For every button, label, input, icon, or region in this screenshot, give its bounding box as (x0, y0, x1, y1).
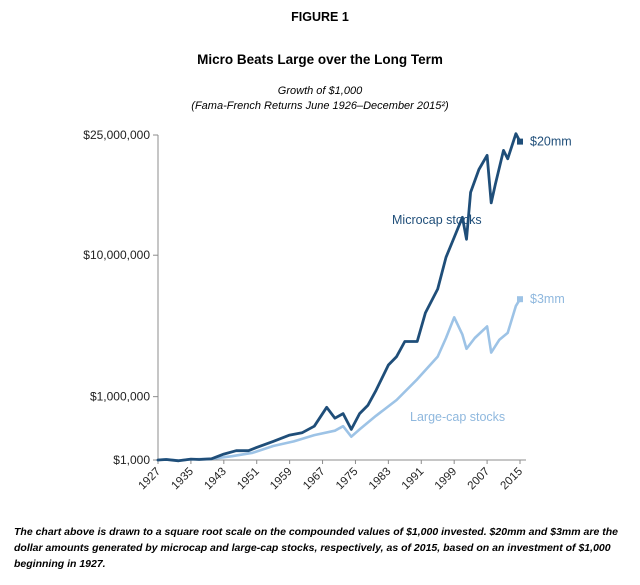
x-tick-label: 1935 (169, 466, 196, 493)
x-tick-label: 2007 (466, 466, 493, 493)
x-axis-ticks: 1927 1935 1943 1951 1959 1967 1975 1983 1991 1999… (137, 460, 526, 493)
microcap-series-name: Microcap stocks (392, 213, 482, 227)
microcap-series-line (156, 132, 522, 463)
chart-subtitle-source: (Fama-French Returns June 1926–December … (191, 100, 449, 112)
figure-label: FIGURE 1 (291, 10, 349, 24)
largecap-series-name: Large-cap stocks (410, 410, 505, 424)
y-tick-label: $1,000,000 (90, 390, 150, 404)
largecap-series-line (156, 297, 522, 462)
y-tick-label: $25,000,000 (83, 128, 150, 142)
footnote: The chart above is drawn to a square roo… (14, 526, 618, 570)
chart-axes (157, 135, 526, 461)
x-tick-label: 2015 (499, 466, 526, 493)
x-tick-label: 1983 (367, 466, 394, 493)
x-tick-label: 1999 (433, 466, 460, 493)
chart-subtitle: Growth of $1,000 (277, 85, 363, 97)
x-tick-label: 1975 (334, 466, 361, 493)
y-axis-ticks: $1,000 $1,000,000 $10,000,000 $25,000,000 (83, 128, 158, 467)
microcap-end-label: $20mm (530, 135, 572, 149)
series-lines (156, 132, 523, 463)
microcap-end-marker (517, 138, 523, 145)
x-tick-label: 1943 (202, 466, 229, 493)
growth-chart: $1,000 $1,000,000 $10,000,000 $25,000,000 1… (83, 128, 572, 493)
largecap-end-label: $3mm (530, 292, 565, 306)
x-tick-label: 1991 (400, 466, 427, 493)
y-tick-label: $10,000,000 (83, 248, 150, 262)
series-labels: $3mm $20mm Microcap stocks Large-cap stocks (392, 135, 572, 424)
x-tick-label: 1967 (301, 466, 328, 493)
chart-title: Micro Beats Large over the Long Term (197, 52, 443, 67)
x-tick-label: 1951 (235, 466, 262, 493)
y-tick-label: $1,000 (113, 453, 150, 467)
x-tick-label: 1959 (268, 466, 295, 493)
largecap-end-marker (517, 296, 523, 303)
x-tick-label: 1927 (137, 466, 164, 493)
